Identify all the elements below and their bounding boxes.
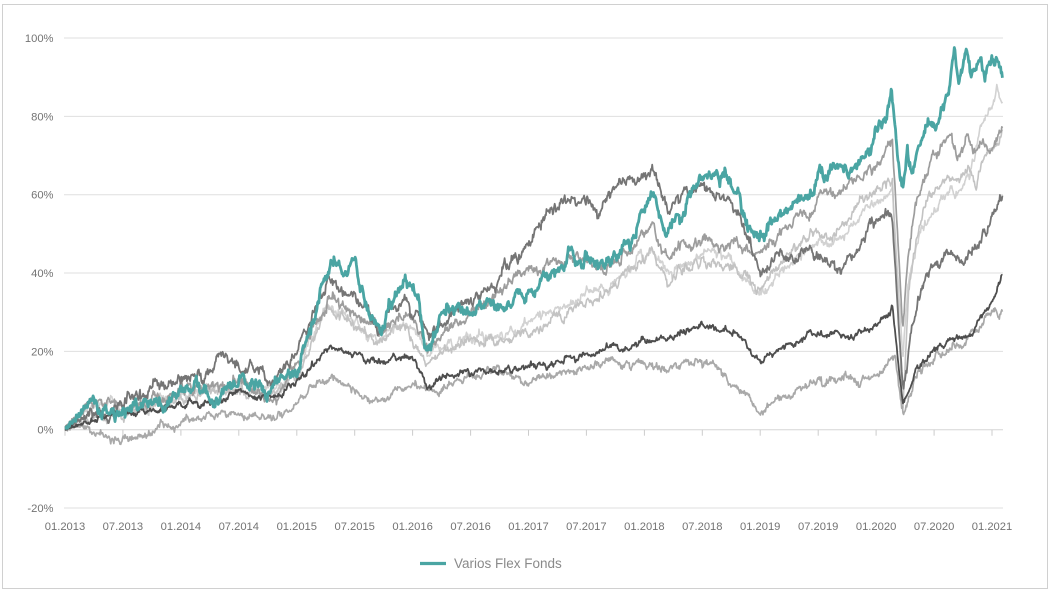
- svg-text:07.2017: 07.2017: [566, 521, 606, 533]
- svg-text:01.2019: 01.2019: [740, 521, 780, 533]
- svg-text:20%: 20%: [31, 346, 53, 358]
- svg-text:07.2013: 07.2013: [103, 521, 143, 533]
- svg-text:01.2021: 01.2021: [972, 521, 1012, 533]
- svg-text:07.2014: 07.2014: [219, 521, 259, 533]
- svg-text:0%: 0%: [37, 425, 53, 437]
- svg-text:01.2018: 01.2018: [624, 521, 664, 533]
- svg-text:01.2017: 01.2017: [508, 521, 548, 533]
- svg-text:40%: 40%: [31, 268, 53, 280]
- svg-text:100%: 100%: [25, 33, 54, 45]
- svg-text:01.2015: 01.2015: [277, 521, 317, 533]
- svg-text:-20%: -20%: [27, 503, 53, 515]
- svg-text:Varios Flex Fonds: Varios Flex Fonds: [454, 556, 562, 571]
- svg-text:60%: 60%: [31, 190, 53, 202]
- svg-text:07.2019: 07.2019: [798, 521, 838, 533]
- svg-text:07.2020: 07.2020: [914, 521, 954, 533]
- svg-text:80%: 80%: [31, 111, 53, 123]
- svg-text:07.2018: 07.2018: [682, 521, 722, 533]
- svg-text:01.2014: 01.2014: [161, 521, 201, 533]
- svg-text:07.2016: 07.2016: [450, 521, 490, 533]
- svg-text:01.2013: 01.2013: [45, 521, 85, 533]
- svg-text:07.2015: 07.2015: [334, 521, 374, 533]
- svg-text:01.2016: 01.2016: [392, 521, 432, 533]
- svg-text:01.2020: 01.2020: [856, 521, 896, 533]
